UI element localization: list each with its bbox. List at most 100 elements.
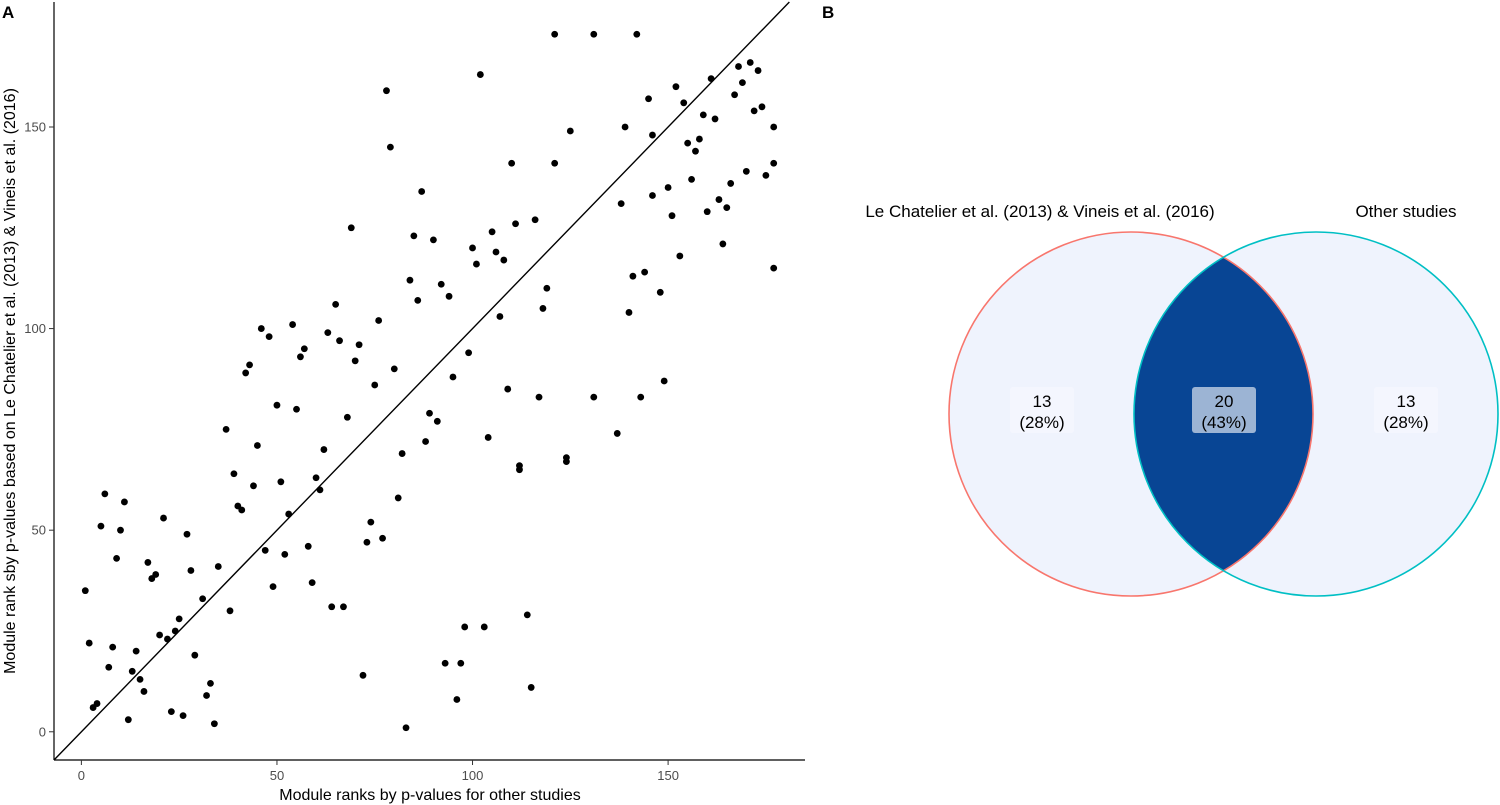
scatter-point — [253, 442, 261, 449]
scatter-point — [371, 381, 379, 389]
scatter-point — [566, 127, 574, 135]
scatter-point — [332, 300, 340, 308]
scatter-point — [543, 284, 551, 292]
scatter-point — [328, 603, 336, 611]
scatter-point — [723, 204, 731, 212]
scatter-point — [367, 518, 375, 526]
panel-b-letter: B — [822, 3, 834, 22]
scatter-point — [250, 482, 257, 490]
scatter-point — [418, 188, 426, 195]
scatter-point — [770, 159, 778, 167]
scatter-point — [136, 675, 144, 683]
scatter-point — [81, 587, 89, 595]
scatter-point — [316, 486, 324, 494]
scatter-point — [265, 333, 273, 341]
scatter-point — [754, 67, 762, 74]
scatter-point — [433, 417, 441, 425]
y-tick-label: 0 — [39, 724, 46, 739]
intersection-region — [1134, 232, 1313, 596]
left-only-count: 13 — [1033, 392, 1052, 411]
scatter-point — [476, 71, 484, 78]
scatter-point — [707, 75, 715, 83]
scatter-point — [187, 567, 195, 574]
scatter-point — [649, 192, 656, 199]
scatter-point — [273, 401, 281, 409]
scatter-point — [300, 345, 308, 353]
scatter-point — [164, 635, 171, 643]
scatter-point — [676, 252, 684, 260]
scatter-point — [132, 647, 140, 655]
scatter-point — [692, 147, 699, 155]
scatter-point — [645, 95, 652, 103]
scatter-point — [117, 526, 124, 534]
scatter-point — [500, 256, 508, 264]
y-tick-label: 150 — [24, 119, 46, 134]
scatter-point — [656, 288, 664, 296]
scatter-point — [124, 716, 132, 724]
scatter-point — [105, 663, 113, 671]
scatter-point — [488, 228, 496, 236]
scatter-point — [191, 651, 199, 659]
scatter-point — [516, 466, 523, 474]
scatter-point — [152, 571, 160, 578]
left-only-percent: (28%) — [1019, 413, 1064, 432]
scatter-point — [441, 659, 449, 667]
scatter-point — [324, 329, 332, 337]
scatter-point — [183, 530, 191, 538]
scatter-point — [144, 559, 152, 566]
scatter-point — [672, 83, 680, 91]
scatter-point — [394, 494, 402, 502]
scatter-point — [113, 555, 120, 562]
scatter-point — [97, 522, 105, 530]
scatter-point — [214, 563, 222, 570]
x-ticks: 0 50 100 150 — [78, 760, 679, 783]
scatter-point — [762, 171, 770, 179]
scatter-point — [551, 30, 559, 38]
scatter-point — [461, 623, 469, 631]
set-left-title: Le Chatelier et al. (2013) & Vineis et a… — [865, 202, 1214, 221]
scatter-point — [410, 232, 418, 240]
scatter-point — [746, 59, 754, 66]
scatter-point — [739, 79, 746, 87]
scatter-point — [347, 224, 355, 232]
scatter-point — [398, 450, 406, 457]
scatter-point — [437, 280, 445, 288]
scatter-point — [422, 438, 429, 445]
scatter-point — [699, 111, 707, 119]
scatter-point — [343, 413, 351, 421]
scatter-point — [156, 631, 164, 639]
scatter-point — [680, 99, 688, 107]
scatter-point — [226, 607, 234, 615]
scatter-point — [613, 430, 621, 437]
left-label-box — [1010, 387, 1074, 433]
scatter-point — [222, 425, 230, 433]
scatter-point — [480, 623, 488, 631]
intersection-count: 20 — [1215, 392, 1234, 411]
scatter-point — [402, 724, 410, 732]
scatter-points — [81, 30, 778, 732]
scatter-point — [735, 63, 742, 70]
scatter-point — [711, 115, 719, 123]
scatter-point — [465, 349, 473, 357]
scatter-point — [340, 603, 347, 611]
scatter-point — [445, 292, 453, 300]
y-tick-label: 100 — [24, 321, 46, 336]
scatter-point — [246, 361, 253, 369]
intersection-percent: (43%) — [1201, 413, 1246, 432]
scatter-point — [359, 671, 367, 679]
scatter-point — [285, 510, 293, 518]
scatter-point — [770, 264, 778, 272]
scatter-point — [523, 611, 531, 619]
scatter-point — [304, 542, 312, 550]
scatter-point — [312, 474, 320, 482]
scatter-point — [375, 317, 383, 324]
scatter-point — [508, 159, 516, 167]
scatter-point — [496, 313, 504, 320]
scatter-point — [617, 200, 625, 207]
scatter-point — [660, 377, 668, 385]
scatter-point — [469, 244, 476, 252]
scatter-point — [590, 30, 598, 38]
scatter-point — [430, 236, 437, 244]
scatter-point — [390, 365, 398, 373]
scatter-point — [563, 454, 570, 462]
